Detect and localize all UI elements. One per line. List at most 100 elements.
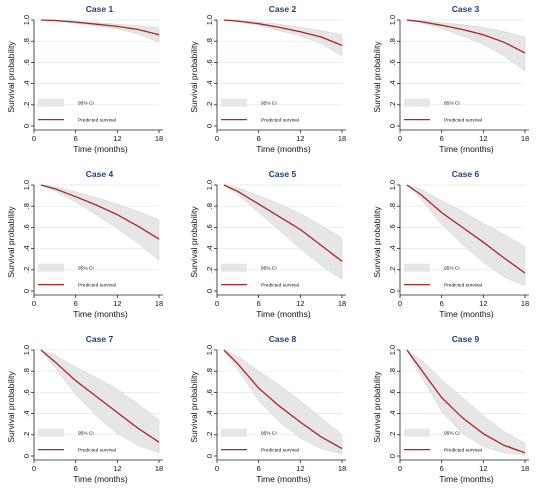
panel-title: Case 7 xyxy=(86,334,114,344)
y-tick-label: .8 xyxy=(205,38,214,44)
legend-line-label: Predicted survival xyxy=(444,448,482,454)
chart-panel: Case 4 0 .2 .4 .6 .8 1.0 0 6 12 18 Time (months) Sur… xyxy=(6,169,163,319)
y-tick-label: .4 xyxy=(205,80,214,86)
x-tick-label: 12 xyxy=(296,134,304,143)
y-tick-label: 1.0 xyxy=(388,15,397,25)
legend-ci-swatch xyxy=(38,98,64,107)
legend-ci-swatch xyxy=(221,263,247,272)
y-tick-label: 0 xyxy=(388,124,397,128)
x-tick-label: 18 xyxy=(521,299,529,308)
y-tick-label: 0 xyxy=(22,124,31,128)
chart-panel: Case 6 0 .2 .4 .6 .8 1.0 0 6 12 18 Time (months) Sur… xyxy=(372,169,529,319)
y-tick-label: .2 xyxy=(22,267,31,273)
x-tick-label: 6 xyxy=(257,464,261,473)
y-axis-label: Survival probability xyxy=(189,206,199,278)
x-tick-label: 6 xyxy=(440,299,444,308)
x-tick-label: 12 xyxy=(479,134,487,143)
y-tick-label: 0 xyxy=(388,454,397,458)
panel-title: Case 1 xyxy=(86,4,114,14)
y-tick-label: .2 xyxy=(22,102,31,108)
y-tick-label: 1.0 xyxy=(388,345,397,355)
chart-panel: Case 7 0 .2 .4 .6 .8 1.0 0 6 12 18 Time (months) Sur… xyxy=(6,334,163,484)
x-axis-label: Time (months) xyxy=(73,309,128,319)
y-tick-label: .4 xyxy=(388,245,397,251)
x-axis-label: Time (months) xyxy=(439,474,494,484)
ci-band xyxy=(223,184,343,280)
chart-panel: Case 2 0 .2 .4 .6 .8 1.0 0 6 12 18 Time (months) Sur… xyxy=(189,4,346,154)
legend-ci-label: 95% CI xyxy=(444,266,460,272)
survival-line xyxy=(406,184,526,274)
x-axis-label: Time (months) xyxy=(73,144,128,154)
x-tick-label: 0 xyxy=(398,299,402,308)
legend-ci-label: 95% CI xyxy=(261,431,277,437)
ci-band xyxy=(406,349,526,456)
legend-ci-swatch xyxy=(404,428,430,437)
y-tick-label: .2 xyxy=(388,267,397,273)
x-tick-label: 6 xyxy=(74,134,78,143)
x-tick-label: 0 xyxy=(215,464,219,473)
legend-line-label: Predicted survival xyxy=(261,118,299,124)
x-tick-label: 18 xyxy=(521,134,529,143)
y-tick-label: .6 xyxy=(388,389,397,395)
panel-title: Case 8 xyxy=(269,334,297,344)
y-tick-label: .6 xyxy=(22,389,31,395)
y-axis-label: Survival probability xyxy=(189,41,199,113)
legend-line-label: Predicted survival xyxy=(261,448,299,454)
y-axis-label: Survival probability xyxy=(372,41,382,113)
survival-line xyxy=(40,184,160,240)
x-tick-label: 18 xyxy=(338,299,346,308)
y-tick-label: .4 xyxy=(388,410,397,416)
ci-band xyxy=(223,349,343,455)
y-tick-label: .6 xyxy=(388,59,397,65)
survival-line xyxy=(223,184,343,262)
legend-ci-label: 95% CI xyxy=(78,266,94,272)
chart-panel: Case 3 0 .2 .4 .6 .8 1.0 0 6 12 18 Time (months) Sur… xyxy=(372,4,529,154)
y-tick-label: .4 xyxy=(205,410,214,416)
y-tick-label: 1.0 xyxy=(205,180,214,190)
y-tick-label: .4 xyxy=(22,245,31,251)
y-tick-label: .4 xyxy=(22,410,31,416)
panel-title: Case 4 xyxy=(86,169,114,179)
x-tick-label: 6 xyxy=(257,134,261,143)
panel-title: Case 2 xyxy=(269,4,297,14)
x-tick-label: 0 xyxy=(32,134,36,143)
x-tick-label: 6 xyxy=(257,299,261,308)
y-tick-label: .6 xyxy=(205,389,214,395)
x-tick-label: 18 xyxy=(338,134,346,143)
legend-ci-swatch xyxy=(38,263,64,272)
legend-ci-label: 95% CI xyxy=(78,431,94,437)
y-tick-label: .8 xyxy=(388,368,397,374)
legend-ci-label: 95% CI xyxy=(444,431,460,437)
y-tick-label: .8 xyxy=(388,203,397,209)
ci-band xyxy=(406,19,526,72)
survival-line xyxy=(406,349,526,454)
panel-title: Case 3 xyxy=(452,4,480,14)
y-tick-label: .6 xyxy=(388,224,397,230)
survival-line xyxy=(40,349,160,443)
x-tick-label: 6 xyxy=(74,464,78,473)
y-axis-label: Survival probability xyxy=(6,41,16,113)
x-axis-label: Time (months) xyxy=(256,144,311,154)
y-axis-label: Survival probability xyxy=(372,206,382,278)
panel-title: Case 9 xyxy=(452,334,480,344)
y-tick-label: 1.0 xyxy=(388,180,397,190)
y-tick-label: 1.0 xyxy=(205,345,214,355)
survival-line xyxy=(406,19,526,54)
panel-title: Case 6 xyxy=(452,169,480,179)
legend-line-label: Predicted survival xyxy=(78,118,116,124)
x-tick-label: 12 xyxy=(296,299,304,308)
x-axis-label: Time (months) xyxy=(256,474,311,484)
y-axis-label: Survival probability xyxy=(189,371,199,443)
x-axis-label: Time (months) xyxy=(439,309,494,319)
x-axis-label: Time (months) xyxy=(439,144,494,154)
y-tick-label: 0 xyxy=(205,289,214,293)
x-tick-label: 0 xyxy=(398,134,402,143)
y-tick-label: .2 xyxy=(388,432,397,438)
y-tick-label: 0 xyxy=(388,289,397,293)
legend-ci-label: 95% CI xyxy=(444,101,460,107)
y-axis-label: Survival probability xyxy=(372,371,382,443)
survival-line xyxy=(40,19,160,36)
x-tick-label: 18 xyxy=(521,464,529,473)
y-tick-label: 0 xyxy=(205,124,214,128)
